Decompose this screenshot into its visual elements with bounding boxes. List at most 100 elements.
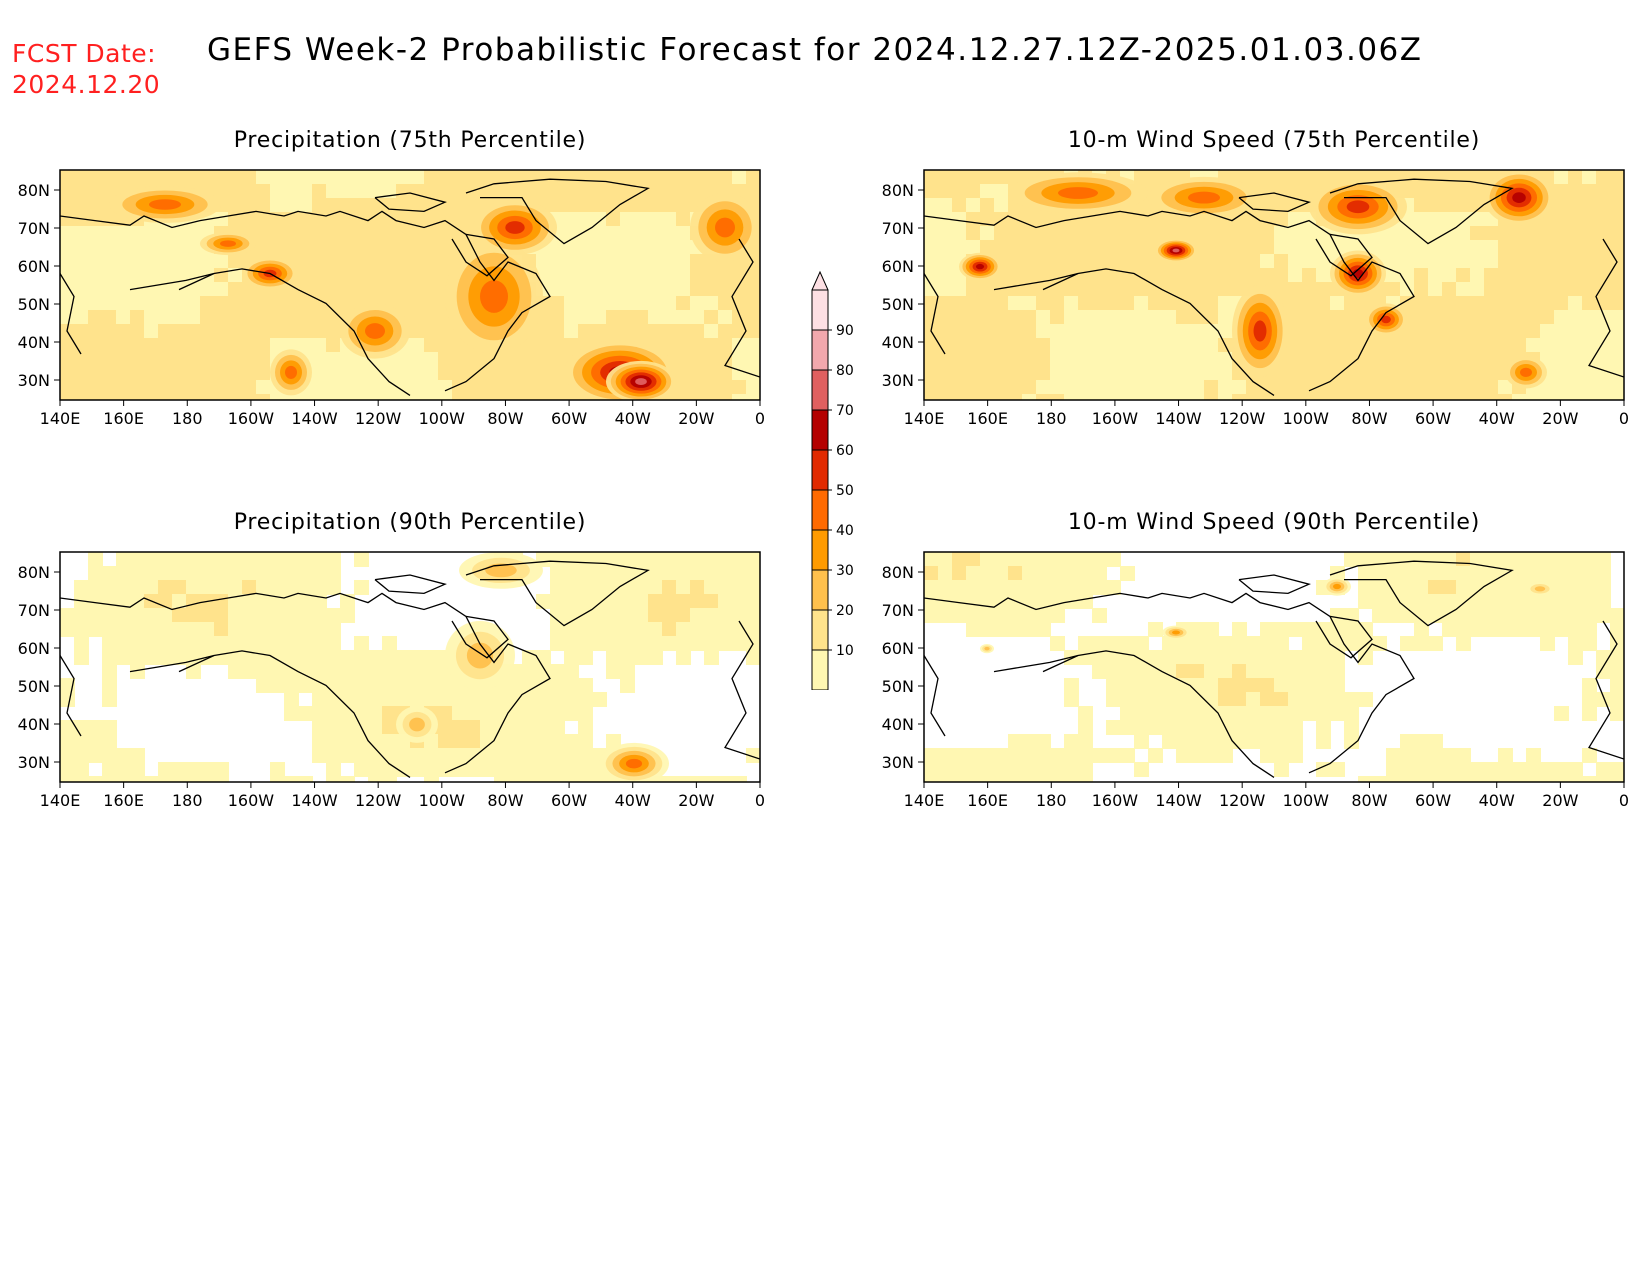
lat-label: 80N bbox=[882, 563, 914, 582]
colorbar-swatch bbox=[812, 410, 828, 450]
colorbar-swatch bbox=[812, 610, 828, 650]
colorbar-top-arrow bbox=[811, 270, 829, 291]
lat-label: 40N bbox=[882, 715, 914, 734]
lat-label: 80N bbox=[18, 181, 50, 200]
lon-label: 160E bbox=[103, 409, 144, 428]
lon-label: 0 bbox=[755, 409, 765, 428]
lat-label: 30N bbox=[18, 371, 50, 390]
lon-label: 0 bbox=[755, 791, 765, 810]
colorbar-swatch bbox=[812, 330, 828, 370]
lon-label: 80W bbox=[487, 409, 523, 428]
colorbar: 10 20 30 40 50 60 70 80 90 bbox=[811, 270, 854, 690]
lon-label: 40W bbox=[1479, 791, 1515, 810]
lon-label: 140E bbox=[904, 791, 945, 810]
contour-field bbox=[924, 170, 1624, 400]
lon-label: 180 bbox=[1036, 409, 1067, 428]
colorbar-label: 30 bbox=[836, 563, 854, 579]
map-wind-75: 140E 160E 180 160W 140W 120W 100W 80W 60W 40W 20W 0… bbox=[882, 169, 1629, 428]
map-frame bbox=[923, 551, 1625, 783]
panel-precip-75: Precipitation (75th Percentile) 140E 160E… bbox=[0, 128, 790, 463]
colorbar-label: 40 bbox=[836, 523, 854, 539]
lon-label: 80W bbox=[1351, 791, 1387, 810]
lon-label: 120W bbox=[1219, 409, 1266, 428]
forecast-date-label: FCST Date: bbox=[12, 39, 157, 68]
lat-label: 60N bbox=[18, 257, 50, 276]
lon-label: 160W bbox=[228, 409, 275, 428]
colorbar-swatch bbox=[812, 650, 828, 690]
lat-label: 40N bbox=[882, 333, 914, 352]
lat-label: 40N bbox=[18, 333, 50, 352]
panel-wind-90: 10-m Wind Speed (90th Percentile) 140E 16… bbox=[864, 510, 1650, 845]
map-wind-90: 140E 160E 180 160W 140W 120W 100W 80W 60W 40W 20W 0… bbox=[882, 551, 1629, 810]
lon-label: 40W bbox=[1479, 409, 1515, 428]
contour-field bbox=[60, 552, 760, 782]
map-precip-90: 140E 160E 180 160W 140W 120W 100W 80W 60W 40W 20W 0… bbox=[18, 551, 765, 810]
lon-label: 80W bbox=[1351, 409, 1387, 428]
colorbar-swatch bbox=[812, 570, 828, 610]
colorbar-swatch bbox=[812, 490, 828, 530]
lat-label: 50N bbox=[882, 677, 914, 696]
lon-label: 60W bbox=[1415, 409, 1451, 428]
lat-label: 60N bbox=[882, 257, 914, 276]
colorbar-label: 80 bbox=[836, 363, 854, 379]
forecast-date-value: 2024.12.20 bbox=[12, 70, 161, 99]
panel-title: 10-m Wind Speed (90th Percentile) bbox=[1067, 510, 1481, 535]
lon-label: 120W bbox=[355, 409, 402, 428]
colorbar-label: 50 bbox=[836, 483, 854, 499]
coastline bbox=[60, 178, 760, 396]
lon-label: 60W bbox=[551, 409, 587, 428]
lon-label: 180 bbox=[172, 791, 203, 810]
lat-label: 50N bbox=[18, 295, 50, 314]
panel-title: Precipitation (90th Percentile) bbox=[233, 510, 587, 535]
lat-label: 80N bbox=[882, 181, 914, 200]
colorbar-label: 20 bbox=[836, 603, 854, 619]
lat-label: 30N bbox=[882, 371, 914, 390]
lon-label: 60W bbox=[551, 791, 587, 810]
panel-title: Precipitation (75th Percentile) bbox=[233, 128, 587, 153]
lon-label: 180 bbox=[172, 409, 203, 428]
lat-label: 50N bbox=[18, 677, 50, 696]
lon-label: 100W bbox=[419, 791, 466, 810]
lon-label: 20W bbox=[678, 791, 714, 810]
lon-label: 180 bbox=[1036, 791, 1067, 810]
lon-label: 100W bbox=[419, 409, 466, 428]
panel-precip-90: Precipitation (90th Percentile) 140E 160E… bbox=[0, 510, 790, 845]
map-precip-75: 140E 160E 180 160W 140W 120W 100W 80W 60W 40W 20W 0… bbox=[18, 169, 765, 428]
colorbar-label: 10 bbox=[836, 643, 854, 659]
map-frame bbox=[59, 169, 761, 401]
lon-label: 140W bbox=[291, 791, 338, 810]
lon-label: 0 bbox=[1619, 409, 1629, 428]
panel-wind-75: 10-m Wind Speed (75th Percentile) 140E 16… bbox=[864, 128, 1650, 463]
page-title: GEFS Week-2 Probabilistic Forecast for 2… bbox=[207, 32, 1423, 68]
lat-label: 60N bbox=[18, 639, 50, 658]
lon-label: 120W bbox=[1219, 791, 1266, 810]
map-frame bbox=[923, 169, 1625, 401]
coastline bbox=[924, 178, 1624, 396]
forecast-date-block: FCST Date: 2024.12.20 bbox=[12, 38, 160, 100]
coastline bbox=[924, 560, 1624, 778]
contour-field bbox=[60, 170, 760, 400]
colorbar-label: 60 bbox=[836, 443, 854, 459]
lon-label: 140E bbox=[40, 409, 81, 428]
lon-label: 0 bbox=[1619, 791, 1629, 810]
colorbar-swatch bbox=[812, 530, 828, 570]
lon-label: 160E bbox=[103, 791, 144, 810]
lon-label: 60W bbox=[1415, 791, 1451, 810]
map-frame bbox=[59, 551, 761, 783]
lon-label: 140W bbox=[291, 409, 338, 428]
lat-label: 30N bbox=[18, 753, 50, 772]
lat-label: 40N bbox=[18, 715, 50, 734]
lon-label: 20W bbox=[678, 409, 714, 428]
lon-label: 140W bbox=[1155, 791, 1202, 810]
panel-title: 10-m Wind Speed (75th Percentile) bbox=[1067, 128, 1481, 153]
lat-label: 70N bbox=[882, 601, 914, 620]
colorbar-swatch bbox=[812, 370, 828, 410]
colorbar-label: 90 bbox=[836, 323, 854, 339]
lon-label: 40W bbox=[615, 409, 651, 428]
lon-label: 160E bbox=[967, 791, 1008, 810]
lat-label: 70N bbox=[18, 219, 50, 238]
lon-label: 140E bbox=[904, 409, 945, 428]
lon-label: 140E bbox=[40, 791, 81, 810]
lat-label: 80N bbox=[18, 563, 50, 582]
lon-label: 160E bbox=[967, 409, 1008, 428]
